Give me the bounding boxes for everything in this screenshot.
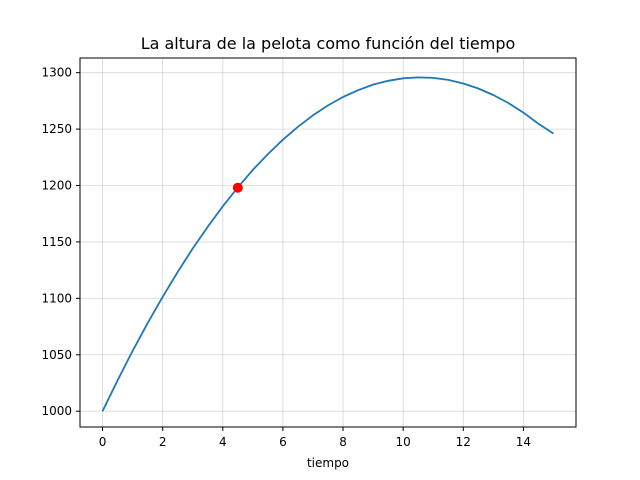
x-axis-ticks: 0 2 4 6 8 10 12 14 — [99, 427, 531, 449]
highlight-point-group — [232, 182, 243, 193]
y-tick-label: 1000 — [41, 404, 72, 418]
series-line — [101, 76, 554, 412]
x-tick-label: 4 — [219, 435, 227, 449]
x-axis-title: tiempo — [307, 456, 349, 470]
x-tick-label: 2 — [159, 435, 167, 449]
y-tick-label: 1250 — [41, 122, 72, 136]
plot-frame — [79, 57, 577, 428]
x-tick-label: 10 — [396, 435, 411, 449]
x-tick-label: 12 — [456, 435, 471, 449]
y-tick-label: 1200 — [41, 179, 72, 193]
x-tick-label: 0 — [99, 435, 107, 449]
y-tick-label: 1100 — [41, 291, 72, 305]
grid — [80, 58, 576, 427]
x-tick-label: 6 — [279, 435, 287, 449]
series-path — [101, 76, 554, 412]
x-tick-label: 14 — [516, 435, 531, 449]
y-tick-label: 1150 — [41, 235, 72, 249]
chart-title: La altura de la pelota como función del … — [141, 34, 516, 53]
y-tick-label: 1300 — [41, 66, 72, 80]
highlight-point — [232, 182, 243, 193]
x-tick-label: 8 — [339, 435, 347, 449]
y-axis-ticks: 1000 1050 1100 1150 1200 1250 1300 — [41, 66, 80, 418]
y-tick-label: 1050 — [41, 348, 72, 362]
